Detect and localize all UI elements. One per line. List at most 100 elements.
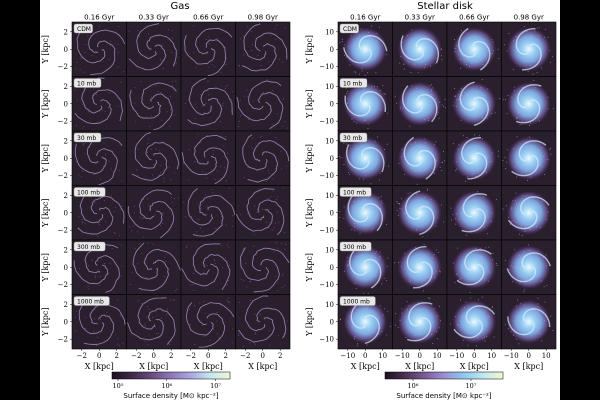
stellar-ytick-label: 0 xyxy=(330,100,334,108)
stellar-colorbar: 10⁶ 10⁷ Surface density [M⊙ kpc⁻²] xyxy=(384,371,504,400)
stellar-ytick-label: 0 xyxy=(330,46,334,54)
stellar-ytick-label: −10 xyxy=(319,227,334,235)
gas-ytick-label: −2 xyxy=(58,227,68,235)
stellar-ytick-label: 10 xyxy=(325,246,334,254)
gas-xlabel: X [kpc] xyxy=(139,362,168,371)
stellar-xtick-label: −10 xyxy=(395,352,410,360)
stellar-map-cell xyxy=(337,294,393,350)
stellar-time-label: 0.33 Gyr xyxy=(405,14,435,22)
stellar-ylabel: Y [kpc] xyxy=(305,35,314,65)
stellar-row-label: 10 mb xyxy=(339,78,368,88)
gas-colorbar-tick: 10⁶ xyxy=(161,382,172,390)
stellar-map-cell xyxy=(392,76,448,132)
stellar-colorbar-tick: 10⁶ xyxy=(408,382,419,390)
gas-xtick-label: 0 xyxy=(261,352,265,360)
stellar-map-cell xyxy=(446,185,502,241)
stellar-ytick-label: −10 xyxy=(319,63,334,71)
gas-row-label: 30 mb xyxy=(73,132,102,143)
stellar-map-cell xyxy=(392,130,448,186)
gas-xtick-label: −2 xyxy=(131,352,141,360)
gas-row-label: 100 mb xyxy=(73,187,106,197)
stellar-ytick-label: −10 xyxy=(319,118,334,126)
stellar-xlabel: X [kpc] xyxy=(460,362,489,371)
gas-row-label: 1000 mb xyxy=(73,296,110,306)
gas-ylabel: Y [kpc] xyxy=(41,35,50,65)
gas-ylabel: Y [kpc] xyxy=(41,144,50,174)
gas-ytick-label: 0 xyxy=(64,100,68,108)
stellar-map-cell xyxy=(392,239,448,295)
gas-map-cell xyxy=(126,185,182,241)
stellar-xlabel: X [kpc] xyxy=(351,362,380,371)
stellar-xtick-label: 0 xyxy=(418,352,422,360)
stellar-ytick-label: 10 xyxy=(325,192,334,200)
gas-xtick-label: 2 xyxy=(169,352,173,360)
stellar-map-cell xyxy=(446,21,502,77)
gas-xlabel: X [kpc] xyxy=(194,362,223,371)
stellar-xtick-label: 10 xyxy=(433,352,442,360)
gas-map-cell xyxy=(180,294,236,350)
gas-ytick-label: −2 xyxy=(58,281,68,289)
stellar-ytick-label: 0 xyxy=(330,209,334,217)
stellar-ylabel: Y [kpc] xyxy=(305,144,314,174)
svg-text:30 mb: 30 mb xyxy=(343,135,362,142)
stellar-ylabel: Y [kpc] xyxy=(305,307,314,337)
stellar-ytick-label: −10 xyxy=(319,281,334,289)
stellar-ylabel: Y [kpc] xyxy=(305,89,314,119)
svg-text:100 mb: 100 mb xyxy=(343,190,366,197)
stellar-xtick-label: 10 xyxy=(542,352,551,360)
stellar-ytick-label: 10 xyxy=(325,28,334,36)
stellar-ytick-label: 0 xyxy=(330,264,334,272)
gas-colorbar-label: Surface density [M⊙ kpc⁻²] xyxy=(123,392,218,400)
stellar-time-label: 0.16 Gyr xyxy=(350,14,380,22)
svg-text:10 mb: 10 mb xyxy=(343,81,362,88)
stellar-map-cell xyxy=(392,185,448,241)
gas-ytick-label: 0 xyxy=(64,155,68,163)
gas-map-cell xyxy=(180,21,236,77)
stellar-time-label: 0.66 Gyr xyxy=(459,14,489,22)
gas-ytick-label: −2 xyxy=(58,118,68,126)
gas-ylabel: Y [kpc] xyxy=(41,307,50,337)
gas-xtick-label: −2 xyxy=(240,352,250,360)
stellar-xtick-label: −10 xyxy=(449,352,464,360)
gas-xtick-label: 2 xyxy=(223,352,227,360)
gas-ytick-label: 2 xyxy=(64,246,68,254)
gas-ylabel: Y [kpc] xyxy=(41,253,50,283)
gas-time-label: 0.98 Gyr xyxy=(248,14,278,22)
stellar-xtick-label: 0 xyxy=(527,352,531,360)
gas-ytick-label: −2 xyxy=(58,336,68,344)
gas-map-cell xyxy=(126,239,182,295)
stellar-map-cell xyxy=(501,130,557,186)
stellar-map-cell xyxy=(392,294,448,350)
gas-ytick-label: 0 xyxy=(64,318,68,326)
gas-ytick-label: 2 xyxy=(64,192,68,200)
stellar-map-cell xyxy=(392,21,448,77)
stellar-panel: Stellar disk 0.16 Gyr 0.33 Gyr 0.66 Gyr 0.98… xyxy=(305,1,557,400)
svg-text:CDM: CDM xyxy=(343,26,357,33)
gas-map-cell xyxy=(235,76,291,132)
stellar-map-cell xyxy=(501,76,557,132)
gas-ytick-label: 2 xyxy=(64,137,68,145)
gas-row-label: 300 mb xyxy=(73,241,106,252)
stellar-xlabel: X [kpc] xyxy=(405,362,434,371)
gas-map-cell xyxy=(235,185,291,241)
stellar-colorbar-label: Surface density [M⊙ kpc⁻²] xyxy=(396,392,491,400)
gas-ytick-label: 2 xyxy=(64,83,68,91)
stellar-ylabel: Y [kpc] xyxy=(305,198,314,228)
gas-title: Gas xyxy=(170,1,189,12)
gas-ylabel: Y [kpc] xyxy=(41,198,50,228)
stellar-map-cell xyxy=(501,21,557,77)
stellar-ytick-label: 0 xyxy=(330,155,334,163)
stellar-map-cell xyxy=(501,239,557,295)
svg-text:300 mb: 300 mb xyxy=(77,244,100,251)
gas-map-cell xyxy=(126,21,182,77)
stellar-map-cell xyxy=(446,76,502,132)
gas-panel: Gas 0.16 Gyr 0.33 Gyr 0.66 Gyr 0.98 Gyr CDM 2 0… xyxy=(41,1,291,400)
gas-colorbar-tick: 10⁵ xyxy=(113,382,124,390)
gas-xlabel: X [kpc] xyxy=(248,362,277,371)
gas-map-cell xyxy=(126,76,182,132)
gas-ytick-label: 0 xyxy=(64,264,68,272)
svg-text:1000 mb: 1000 mb xyxy=(77,299,104,306)
gas-ytick-label: −2 xyxy=(58,172,68,180)
gas-ytick-label: −2 xyxy=(58,63,68,71)
stellar-xlabel: X [kpc] xyxy=(514,362,543,371)
